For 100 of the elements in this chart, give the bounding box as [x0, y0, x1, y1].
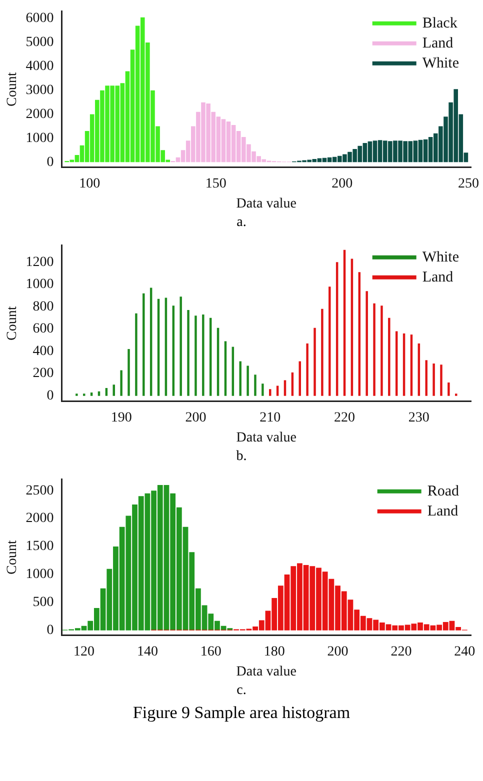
x-axis-title: Data value [236, 664, 297, 680]
bar [105, 388, 108, 396]
y-tick-label: 2000 [26, 106, 54, 122]
y-axis-title: Count [5, 72, 20, 107]
bar [432, 364, 435, 396]
y-tick-label: 3000 [26, 83, 54, 98]
x-tick-label: 200 [327, 644, 348, 660]
bar [410, 334, 413, 396]
x-axis-title: Data value [236, 196, 297, 212]
y-tick-label: 1000 [26, 277, 54, 292]
bar [157, 298, 160, 396]
bar [112, 384, 115, 396]
x-tick-label: 150 [205, 176, 226, 192]
y-tick-label: 2500 [26, 483, 54, 498]
text: c. [236, 682, 248, 700]
bar [306, 343, 308, 396]
y-tick-label: 6000 [26, 11, 54, 26]
legend-label: Black [422, 15, 458, 32]
text: a. [236, 214, 248, 232]
bar [321, 308, 324, 396]
bar [172, 306, 175, 396]
x-tick-label: 190 [110, 410, 132, 426]
bar [98, 391, 100, 396]
bar [291, 372, 294, 396]
bar [224, 341, 227, 396]
bar [358, 272, 361, 396]
caption: Figure 9 Sample area histogram [132, 702, 352, 724]
x-tick-label: 200 [332, 176, 353, 192]
y-tick-label: 1000 [26, 130, 54, 146]
bar [90, 392, 93, 396]
bar [202, 314, 204, 396]
x-tick-label: 120 [74, 644, 95, 660]
bar [314, 328, 316, 396]
legend-label: White [422, 55, 460, 72]
y-tick-label: 4000 [26, 59, 54, 74]
bar [425, 360, 428, 396]
bar [380, 306, 383, 396]
bar [194, 316, 197, 396]
y-tick-label: 0 [46, 154, 54, 170]
y-tick-label: 1500 [26, 539, 54, 554]
y-tick-label: 500 [32, 595, 54, 610]
x-tick-label: 250 [458, 176, 479, 192]
x-tick-label: 100 [79, 176, 100, 192]
bar [246, 366, 249, 396]
legend-label: Land [422, 269, 454, 286]
bar [395, 331, 398, 396]
y-tick-label: 400 [32, 344, 54, 359]
x-tick-label: 140 [136, 644, 158, 660]
x-tick-label: 210 [260, 410, 281, 426]
legend-label: White [422, 249, 460, 266]
bar [366, 291, 368, 396]
bar [254, 374, 256, 396]
bar [142, 293, 145, 396]
y-tick-label: 0 [46, 388, 54, 404]
y-tick-label: 1200 [26, 254, 54, 270]
y-tick-label: 5000 [26, 35, 54, 50]
y-tick-label: 200 [32, 366, 54, 382]
bar [164, 298, 168, 396]
bar [336, 262, 338, 396]
y-tick-label: 0 [46, 623, 54, 638]
x-tick-label: 160 [200, 644, 222, 660]
legend-label: Road [427, 483, 460, 500]
y-tick-label: 600 [32, 322, 54, 337]
bar [150, 288, 152, 396]
bar [239, 361, 242, 396]
bar [388, 318, 390, 396]
bar [128, 349, 130, 396]
x-tick-label: 200 [185, 410, 206, 426]
bar [418, 343, 420, 396]
bar [343, 250, 346, 396]
y-tick-label: 1000 [26, 567, 54, 582]
x-axis-title: Data value [236, 430, 297, 446]
x-tick-label: 230 [408, 410, 430, 426]
text: b. [235, 448, 248, 466]
x-tick-label: 220 [390, 644, 412, 660]
bar [284, 380, 286, 396]
x-tick-label: 180 [264, 644, 285, 660]
bar [402, 333, 406, 396]
bar [373, 303, 376, 396]
y-axis-title: Count [5, 306, 20, 341]
bar [448, 382, 450, 396]
bar [298, 361, 301, 396]
bar [180, 296, 182, 396]
y-tick-label: 2000 [26, 511, 54, 526]
bar [269, 389, 272, 396]
y-tick-label: 800 [32, 299, 54, 314]
bar [440, 364, 442, 396]
bar [328, 286, 331, 396]
x-tick-label: 220 [334, 410, 356, 426]
bar [187, 310, 190, 396]
legend-label: Land [422, 35, 454, 52]
bar [350, 258, 354, 396]
legend-label: Land [427, 503, 459, 520]
bar [120, 370, 122, 396]
bar [262, 384, 264, 396]
bar [209, 318, 212, 396]
bar [216, 328, 220, 396]
bar [135, 313, 138, 396]
x-tick-label: 240 [454, 644, 476, 660]
y-axis-title: Count [5, 540, 20, 575]
